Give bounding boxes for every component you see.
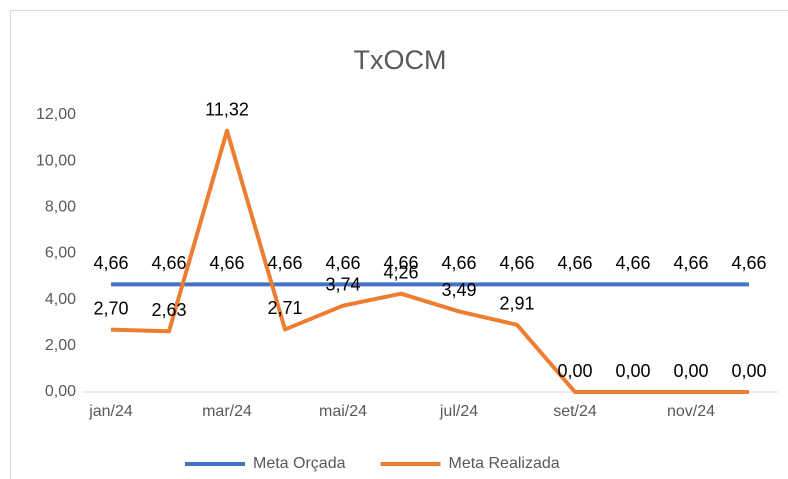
y-tick-label: 6,00 [45, 245, 76, 262]
data-label: 4,66 [731, 253, 766, 273]
chart-title: TxOCM [354, 45, 447, 75]
data-label: 4,66 [93, 253, 128, 273]
data-label: 0,00 [615, 361, 650, 381]
x-tick-label: jan/24 [88, 403, 133, 420]
data-label: 4,66 [151, 253, 186, 273]
y-tick-label: 4,00 [45, 291, 76, 308]
data-label: 4,66 [499, 253, 534, 273]
y-tick-label: 8,00 [45, 199, 76, 216]
data-label: 0,00 [557, 361, 592, 381]
chart-frame [10, 10, 788, 479]
y-tick-label: 10,00 [36, 152, 76, 169]
data-label: 2,70 [93, 298, 128, 318]
x-tick-label: nov/24 [667, 403, 715, 420]
x-tick-label: mai/24 [319, 403, 367, 420]
data-label: 2,63 [151, 300, 186, 320]
data-label: 4,66 [325, 253, 360, 273]
data-label: 4,66 [209, 253, 244, 273]
data-label: 4,66 [267, 253, 302, 273]
data-label: 2,71 [267, 298, 302, 318]
y-tick-label: 0,00 [45, 383, 76, 400]
legend-label: Meta Orçada [253, 455, 346, 472]
data-label: 4,26 [383, 262, 418, 282]
data-label: 3,49 [441, 280, 476, 300]
data-label: 3,74 [325, 274, 360, 294]
data-label: 0,00 [731, 361, 766, 381]
x-tick-label: mar/24 [202, 403, 252, 420]
y-tick-label: 2,00 [45, 337, 76, 354]
x-tick-label: jul/24 [439, 403, 478, 420]
data-label: 11,32 [205, 99, 249, 119]
data-label: 4,66 [557, 253, 592, 273]
legend-label: Meta Realizada [448, 455, 559, 472]
data-label: 4,66 [441, 253, 476, 273]
data-label: 4,66 [383, 253, 418, 273]
data-label: 0,00 [673, 361, 708, 381]
data-label: 2,91 [499, 294, 534, 314]
y-tick-label: 12,00 [36, 106, 76, 123]
series-line [110, 128, 749, 394]
x-tick-label: set/24 [553, 403, 597, 420]
data-label: 4,66 [673, 253, 708, 273]
data-label: 4,66 [615, 253, 650, 273]
